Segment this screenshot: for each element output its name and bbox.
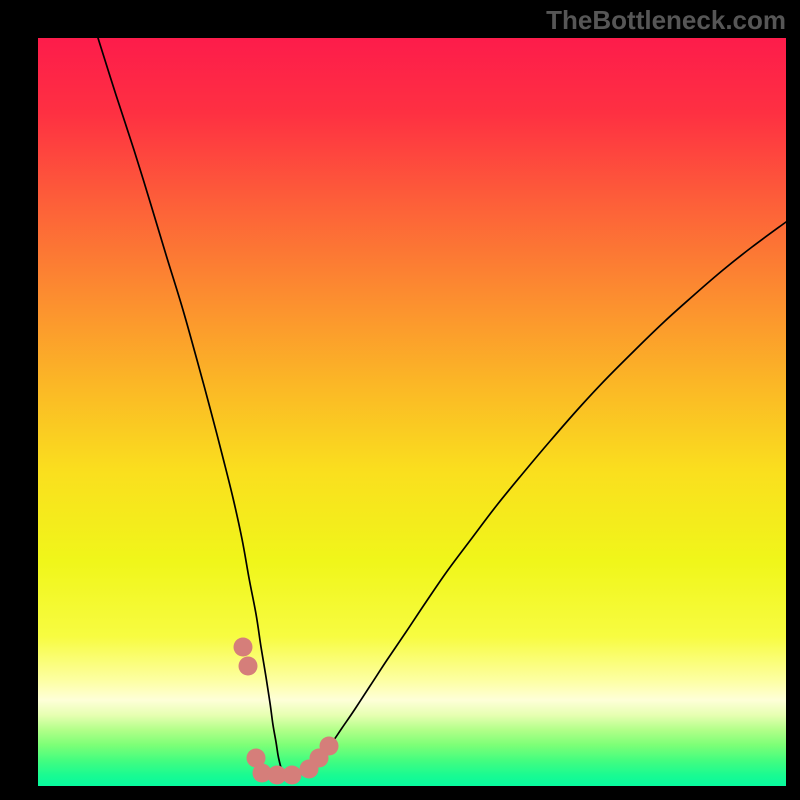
gradient-background bbox=[38, 38, 786, 786]
curve-marker bbox=[234, 638, 253, 657]
plot-area bbox=[38, 38, 786, 786]
chart-svg bbox=[38, 38, 786, 786]
curve-marker bbox=[283, 766, 302, 785]
curve-marker bbox=[239, 657, 258, 676]
curve-marker bbox=[320, 737, 339, 756]
watermark-label: TheBottleneck.com bbox=[546, 5, 786, 36]
